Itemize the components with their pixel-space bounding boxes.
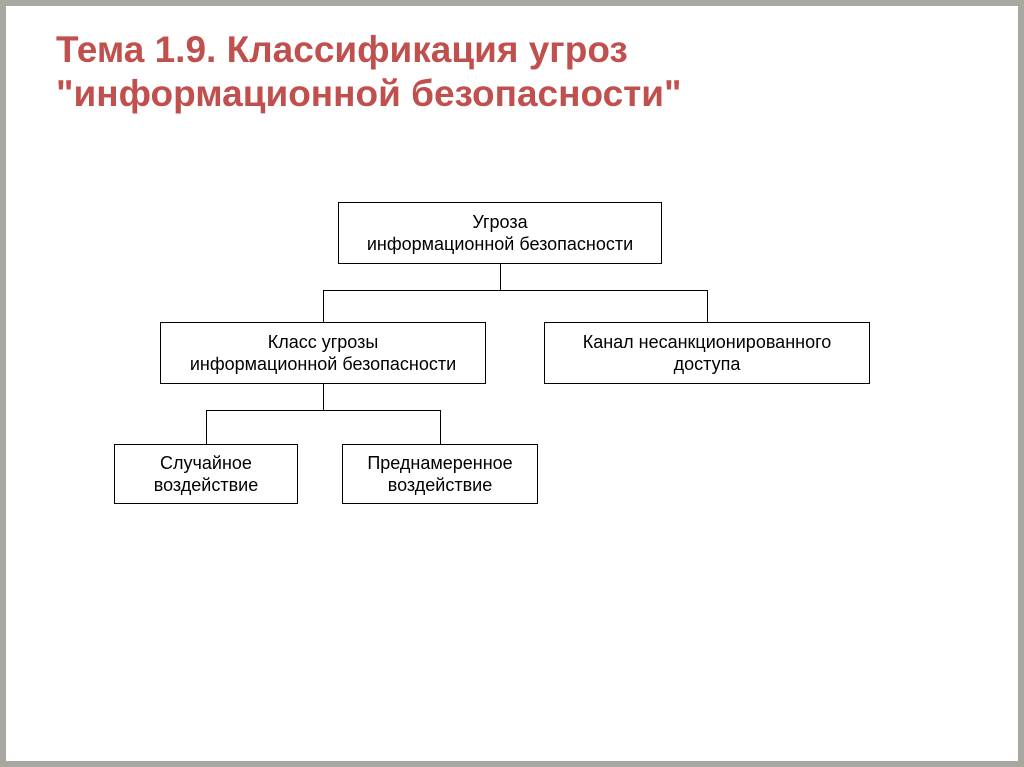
node-label-line: воздействие <box>154 474 258 497</box>
node-label-line: доступа <box>583 353 832 376</box>
page-title-line1: Тема 1.9. Классификация угроз <box>56 28 682 72</box>
node-class: Класс угрозыинформационной безопасности <box>160 322 486 384</box>
node-label-line: информационной безопасности <box>367 233 633 256</box>
node-label-line: Угроза <box>367 211 633 234</box>
node-label-line: информационной безопасности <box>190 353 456 376</box>
connector <box>206 410 207 444</box>
connector <box>500 264 501 290</box>
node-intent: Преднамеренноевоздействие <box>342 444 538 504</box>
node-label-line: Преднамеренное <box>367 452 512 475</box>
node-label-line: Случайное <box>154 452 258 475</box>
page-title: Тема 1.9. Классификация угроз "информаци… <box>56 28 682 116</box>
node-label-line: Канал несанкционированного <box>583 331 832 354</box>
node-label-line: воздействие <box>367 474 512 497</box>
node-label-line: Класс угрозы <box>190 331 456 354</box>
connector <box>707 290 708 322</box>
connector <box>323 290 708 291</box>
connector <box>440 410 441 444</box>
connector <box>206 410 441 411</box>
node-root: Угрозаинформационной безопасности <box>338 202 662 264</box>
node-channel: Канал несанкционированногодоступа <box>544 322 870 384</box>
page-title-line2: "информационной безопасности" <box>56 72 682 116</box>
node-rand: Случайноевоздействие <box>114 444 298 504</box>
connector <box>323 384 324 410</box>
connector <box>323 290 324 322</box>
